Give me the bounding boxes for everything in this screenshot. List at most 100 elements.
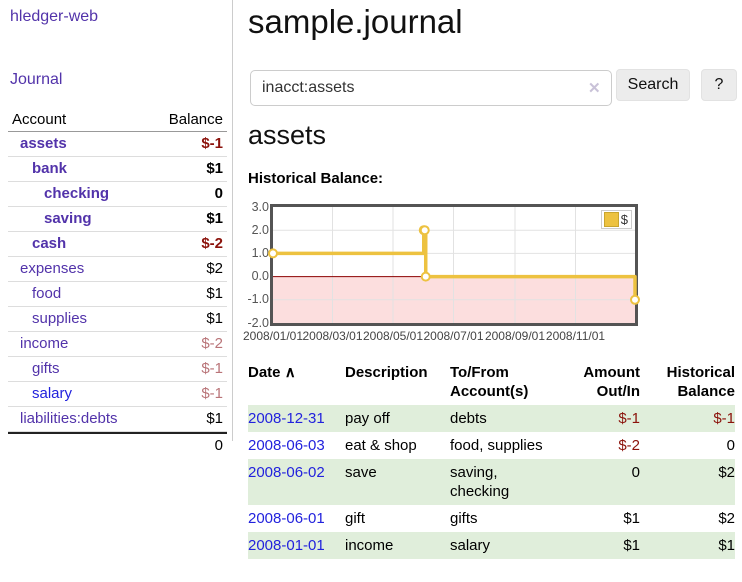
register-header: Date ∧ Description To/From Account(s) Am…	[248, 361, 735, 405]
amount-cell: $-1	[618, 410, 640, 427]
accounts-cell: debts	[450, 410, 487, 427]
account-link[interactable]: bank	[32, 160, 68, 177]
register-rows: 2008-12-31 pay off debts $-1 $-1 2008-06-03 ea…	[248, 405, 735, 559]
accounts-rows: assets $-1 bank $1 checking 0 saving $1 cash $-2 e…	[8, 132, 227, 432]
account-balance: $1	[206, 160, 223, 177]
date-link[interactable]: 2008-06-03	[248, 437, 325, 454]
y-tick-label: 0.0	[251, 269, 269, 284]
account-row: supplies $1	[8, 307, 227, 332]
account-balance: $1	[206, 285, 223, 302]
y-tick-label: 1.0	[251, 245, 269, 260]
account-heading: assets	[248, 120, 327, 150]
balance-cell: $2	[718, 510, 735, 527]
account-balance: $-1	[201, 385, 223, 402]
account-row: expenses $2	[8, 257, 227, 282]
x-tick-label: 2008/05/01	[362, 329, 424, 343]
page-title: sample.journal	[248, 3, 463, 40]
amount-cell: 0	[631, 464, 640, 481]
account-balance: $1	[206, 410, 223, 427]
register-row: 2008-06-02 save saving, checking 0 $2	[248, 459, 735, 505]
balance-cell: 0	[726, 437, 735, 454]
date-link[interactable]: 2008-12-31	[248, 410, 325, 427]
date-link[interactable]: 2008-06-01	[248, 510, 325, 527]
account-link[interactable]: gifts	[32, 360, 60, 377]
account-link[interactable]: supplies	[32, 310, 88, 327]
chart-plot-area: $	[268, 204, 640, 326]
amount-cell: $1	[623, 510, 640, 527]
register-header-description: Description	[345, 364, 428, 381]
account-link[interactable]: checking	[44, 185, 110, 202]
y-tick-label: 2.0	[251, 222, 269, 237]
x-tick-label: 2008/01/01	[242, 329, 304, 343]
account-link[interactable]: saving	[44, 210, 92, 227]
sort-ascending-icon: ∧	[284, 364, 296, 381]
accounts-header: Account Balance	[8, 108, 227, 132]
register-row: 2008-12-31 pay off debts $-1 $-1	[248, 405, 735, 432]
register-header-accounts: To/From Account(s)	[450, 364, 529, 400]
app-title-link[interactable]: hledger-web	[10, 8, 99, 25]
account-row: assets $-1	[8, 132, 227, 157]
legend-label: $	[620, 212, 628, 227]
accounts-cell: gifts	[450, 510, 478, 527]
account-link[interactable]: salary	[32, 385, 73, 402]
legend-swatch-icon	[603, 212, 619, 227]
account-balance: $-2	[201, 235, 223, 252]
description-cell: gift	[345, 510, 366, 527]
register-header-date[interactable]: Date ∧	[248, 364, 296, 381]
account-row: income $-2	[8, 332, 227, 357]
accounts-header-balance: Balance	[168, 111, 223, 128]
register-row: 2008-06-03 eat & shop food, supplies $-2 0	[248, 432, 735, 459]
account-balance: $-1	[201, 360, 223, 377]
date-link[interactable]: 2008-01-01	[248, 537, 325, 554]
historical-balance-chart: 3.0 2.0 1.0 0.0 -1.0 -2.0 $ 2008/01/01 2008/03…	[243, 199, 645, 348]
account-row: liabilities:debts $1	[8, 407, 227, 432]
search-input[interactable]	[250, 70, 612, 106]
sidebar: hledger-web Journal Account Balance asse…	[0, 0, 233, 454]
account-balance: $-1	[201, 135, 223, 152]
description-cell: income	[345, 537, 394, 554]
account-balance: $1	[206, 210, 223, 227]
accounts-total-value: 0	[214, 437, 223, 454]
y-tick-label: 3.0	[251, 199, 269, 214]
account-balance: $1	[206, 310, 223, 327]
register-header-amount: Amount Out/In	[583, 364, 640, 400]
account-balance: $-2	[201, 335, 223, 352]
account-link[interactable]: cash	[32, 235, 67, 252]
accounts-total-row: 0	[8, 432, 227, 458]
help-button[interactable]: ?	[701, 69, 737, 101]
date-link[interactable]: 2008-06-02	[248, 464, 325, 481]
y-tick-label: -1.0	[247, 292, 269, 307]
chart-canvas	[268, 207, 640, 323]
register-table: Date ∧ Description To/From Account(s) Am…	[248, 361, 735, 559]
account-row: checking 0	[8, 182, 227, 207]
account-link[interactable]: food	[32, 285, 62, 302]
balance-cell: $1	[718, 537, 735, 554]
chart-label: Historical Balance:	[248, 170, 384, 187]
accounts-tree: Account Balance assets $-1 bank $1 checking 0…	[8, 108, 227, 458]
sidebar-item-journal[interactable]: Journal	[10, 71, 63, 88]
account-row: gifts $-1	[8, 357, 227, 382]
accounts-cell: food, supplies	[450, 437, 543, 454]
account-row: bank $1	[8, 157, 227, 182]
amount-cell: $-2	[618, 437, 640, 454]
account-link[interactable]: income	[20, 335, 69, 352]
clear-search-icon[interactable]: ✕	[588, 80, 601, 97]
chart-legend: $	[600, 210, 632, 229]
account-row: saving $1	[8, 207, 227, 232]
balance-cell: $2	[718, 464, 735, 481]
account-link[interactable]: expenses	[20, 260, 85, 277]
account-link[interactable]: assets	[20, 135, 67, 152]
account-balance: 0	[214, 185, 223, 202]
account-link[interactable]: liabilities:debts	[20, 410, 118, 427]
y-tick-label: -2.0	[247, 315, 269, 330]
register-header-balance: Historical Balance	[666, 364, 735, 400]
balance-cell: $-1	[713, 410, 735, 427]
search-button[interactable]: Search	[616, 69, 690, 101]
register-row: 2008-01-01 income salary $1 $1	[248, 532, 735, 559]
accounts-cell: salary	[450, 537, 491, 554]
account-row: salary $-1	[8, 382, 227, 407]
accounts-header-account: Account	[12, 111, 67, 128]
description-cell: save	[345, 464, 377, 481]
account-row: food $1	[8, 282, 227, 307]
